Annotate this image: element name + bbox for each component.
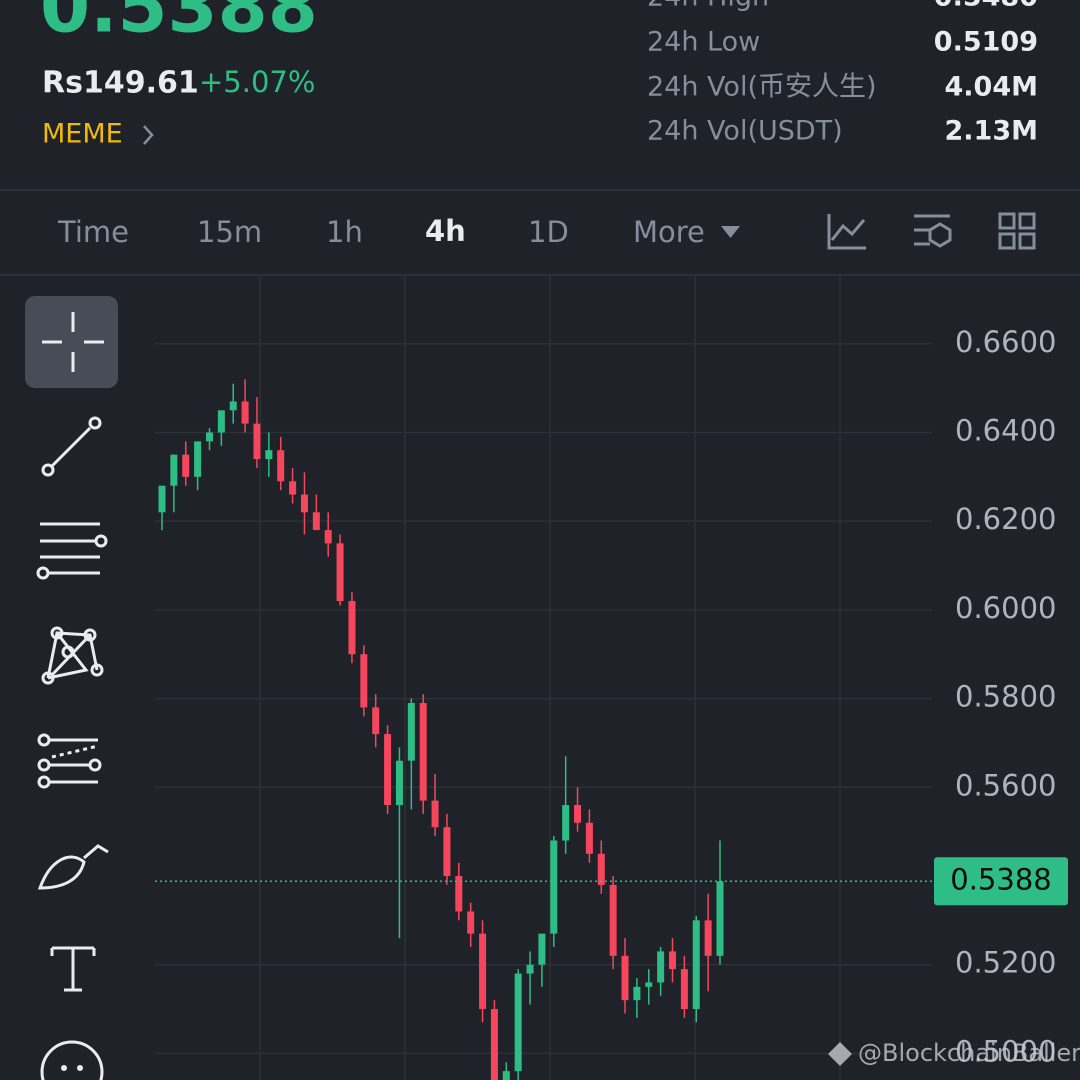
change: +5.07%	[199, 65, 315, 99]
candle-body	[431, 800, 439, 828]
watermark: @BlockchainBaller	[858, 1039, 1080, 1067]
y-tick-label: 0.6200	[955, 502, 1056, 536]
fiat-price: Rs149.61	[42, 66, 199, 101]
candle-body	[229, 401, 237, 411]
dropdown-arrow	[721, 226, 740, 238]
candle-body	[490, 1009, 498, 1080]
tag[interactable]: MEME	[42, 119, 123, 150]
candle-body	[170, 454, 178, 486]
candle-body	[395, 760, 403, 806]
y-tick-label: 0.5800	[955, 680, 1056, 714]
candle-body	[585, 822, 593, 854]
y-tick-label: 0.5200	[955, 946, 1056, 980]
candle-body	[574, 805, 582, 823]
candle-body	[384, 734, 392, 806]
candle-body	[182, 454, 190, 477]
candle-body	[336, 543, 344, 602]
last-price-tag	[934, 857, 1068, 906]
y-tick-label: 0.6000	[955, 591, 1056, 625]
candle-body	[253, 423, 261, 460]
candle-body	[265, 450, 273, 460]
stat-label: 24h High	[647, 0, 769, 13]
candle-body	[300, 494, 308, 513]
candle-body	[348, 601, 356, 655]
candle-body	[467, 911, 475, 934]
candle-body	[158, 485, 166, 513]
candle-body	[692, 920, 700, 1010]
candlestick-chart: 0.5000 0.5200 0.5600 0.5800 0.6000 0.6200 0.64…	[155, 325, 1068, 1080]
candle-body	[419, 703, 427, 801]
candle-body	[194, 441, 202, 477]
candle-body	[645, 982, 653, 987]
candle-body	[407, 703, 415, 761]
candle-body	[514, 973, 522, 1072]
candle-body	[704, 920, 712, 956]
drawing-tools[interactable]	[25, 296, 118, 1080]
candle-body	[312, 512, 320, 531]
candle-body	[609, 884, 617, 956]
watermark-logo	[828, 1042, 852, 1066]
candle-body	[479, 933, 487, 1010]
toolbar-icons[interactable]	[827, 212, 1036, 250]
candle-body	[716, 881, 724, 956]
candle-body	[205, 432, 213, 442]
tab-active[interactable]: 4h	[425, 214, 466, 248]
candle-body	[526, 964, 534, 974]
candle-body	[372, 707, 380, 735]
candle-body	[680, 969, 688, 1010]
tab[interactable]: 15m	[197, 215, 262, 249]
candle-body	[360, 654, 368, 708]
candle-body	[289, 481, 297, 495]
y-tick-label: 0.6600	[955, 325, 1056, 359]
stat-value: 4.04M	[945, 72, 1039, 103]
stat-value: 0.5109	[934, 27, 1038, 58]
tab[interactable]: Time	[57, 215, 129, 249]
candle-body	[217, 410, 225, 433]
candle-body	[502, 1071, 510, 1080]
stat-label: 24h Low	[647, 27, 760, 58]
candle-body	[669, 951, 677, 970]
tab[interactable]: 1h	[326, 215, 363, 249]
candle-body	[455, 875, 463, 912]
candle-body	[443, 827, 451, 876]
candle-body	[550, 840, 558, 934]
stat-value: 0.5480	[934, 0, 1038, 13]
chevron	[143, 125, 154, 145]
tab[interactable]: More	[633, 215, 705, 249]
candle-body	[277, 450, 285, 482]
candle-body	[538, 933, 546, 965]
stat-label: 24h Vol(币安人生)	[647, 72, 877, 103]
last-price-label: 0.5388	[950, 862, 1051, 896]
candle-body	[324, 530, 332, 544]
candle-body	[633, 986, 641, 1001]
candle-body	[241, 401, 249, 424]
stat-value: 2.13M	[945, 116, 1039, 147]
y-tick-label: 0.6400	[955, 413, 1056, 447]
last-price: 0.5388	[40, 0, 318, 49]
candle-body	[657, 951, 665, 983]
candle-body	[597, 853, 605, 885]
y-tick-label: 0.5000	[955, 1034, 1056, 1068]
tab[interactable]: 1D	[528, 215, 569, 249]
y-tick-label: 0.5600	[955, 768, 1056, 802]
candle-body	[621, 955, 629, 1001]
stat-label: 24h Vol(USDT)	[647, 116, 843, 147]
candle-body	[562, 805, 570, 841]
